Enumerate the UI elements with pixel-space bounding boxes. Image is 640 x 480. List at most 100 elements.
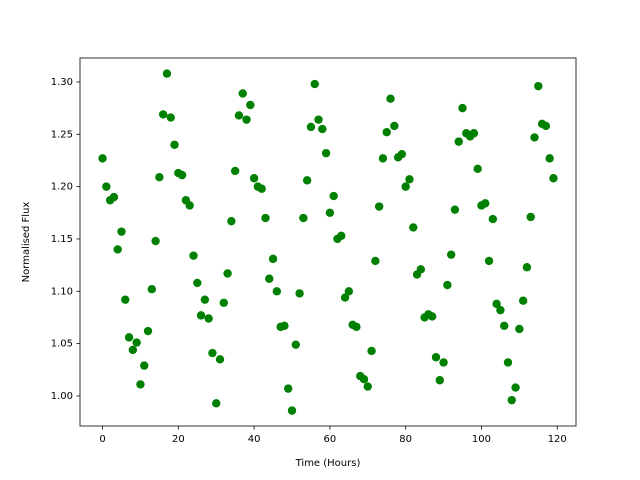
point xyxy=(386,94,395,103)
point xyxy=(416,265,426,274)
point xyxy=(446,250,456,259)
x-tick-label: 0 xyxy=(99,434,105,445)
point xyxy=(428,312,437,321)
point xyxy=(230,166,240,176)
point xyxy=(431,353,441,362)
point xyxy=(215,355,225,364)
point xyxy=(310,79,319,89)
point xyxy=(121,295,130,304)
point xyxy=(219,298,228,308)
point xyxy=(492,299,501,309)
point xyxy=(458,103,467,113)
x-tick-label: 100 xyxy=(472,434,491,445)
point xyxy=(511,383,520,392)
point xyxy=(189,251,198,260)
point xyxy=(102,182,111,191)
x-axis-label: Time (Hours) xyxy=(295,458,361,469)
point xyxy=(530,133,539,142)
point xyxy=(234,111,244,120)
point xyxy=(340,293,350,302)
point xyxy=(302,176,312,185)
point xyxy=(545,154,554,163)
point xyxy=(496,305,505,315)
point xyxy=(484,256,494,266)
y-tick-label: 1.05 xyxy=(51,339,73,350)
y-tick-label: 1.10 xyxy=(51,286,73,297)
y-tick-label: 1.25 xyxy=(51,129,73,140)
point xyxy=(284,384,293,393)
point xyxy=(295,289,304,298)
point xyxy=(378,154,388,163)
point xyxy=(397,149,407,159)
point xyxy=(265,274,274,283)
y-tick-label: 1.00 xyxy=(51,391,73,402)
point xyxy=(246,100,255,110)
x-tick-label: 80 xyxy=(399,434,412,445)
plot-frame xyxy=(79,57,577,427)
point xyxy=(499,321,509,331)
point xyxy=(249,174,259,183)
point xyxy=(390,121,399,131)
y-axis-label: Normalised Flux xyxy=(21,202,32,283)
point xyxy=(299,213,308,223)
point xyxy=(409,223,418,232)
point xyxy=(363,382,372,391)
point xyxy=(109,192,119,202)
point xyxy=(166,113,175,122)
point xyxy=(140,361,149,370)
y-tick-label: 1.20 xyxy=(51,182,73,193)
point xyxy=(268,254,278,264)
point xyxy=(435,376,444,385)
point xyxy=(113,245,122,254)
point xyxy=(162,69,172,78)
point xyxy=(374,202,384,211)
point xyxy=(522,263,532,272)
point xyxy=(98,154,107,163)
point xyxy=(401,182,410,191)
point xyxy=(344,287,354,296)
point xyxy=(367,346,376,356)
point xyxy=(212,399,221,408)
point xyxy=(325,208,335,217)
point xyxy=(473,164,482,174)
point xyxy=(306,122,316,132)
point xyxy=(526,212,535,222)
point xyxy=(242,115,251,124)
point xyxy=(208,348,217,358)
y-tick-label: 1.30 xyxy=(51,77,73,88)
point xyxy=(337,231,346,241)
point xyxy=(185,201,194,210)
point xyxy=(469,129,479,138)
point xyxy=(132,338,141,347)
point xyxy=(257,184,266,193)
point xyxy=(291,340,300,349)
point xyxy=(382,128,391,137)
point xyxy=(280,321,289,331)
point xyxy=(117,227,126,236)
point xyxy=(488,214,498,224)
point xyxy=(200,295,210,304)
point xyxy=(128,345,138,355)
point xyxy=(515,324,524,334)
point xyxy=(143,326,153,336)
point xyxy=(534,81,543,91)
point xyxy=(503,358,513,367)
point xyxy=(454,137,463,146)
point xyxy=(314,115,323,124)
point xyxy=(405,175,414,184)
point xyxy=(227,216,236,226)
point xyxy=(549,174,558,183)
point xyxy=(318,124,327,134)
point xyxy=(272,287,282,296)
point xyxy=(147,285,157,294)
point xyxy=(204,314,213,323)
point xyxy=(321,148,331,158)
point xyxy=(223,269,232,278)
point xyxy=(359,375,369,384)
x-tick-label: 20 xyxy=(172,434,185,445)
point xyxy=(261,213,270,223)
point xyxy=(177,170,187,180)
point xyxy=(170,140,179,149)
